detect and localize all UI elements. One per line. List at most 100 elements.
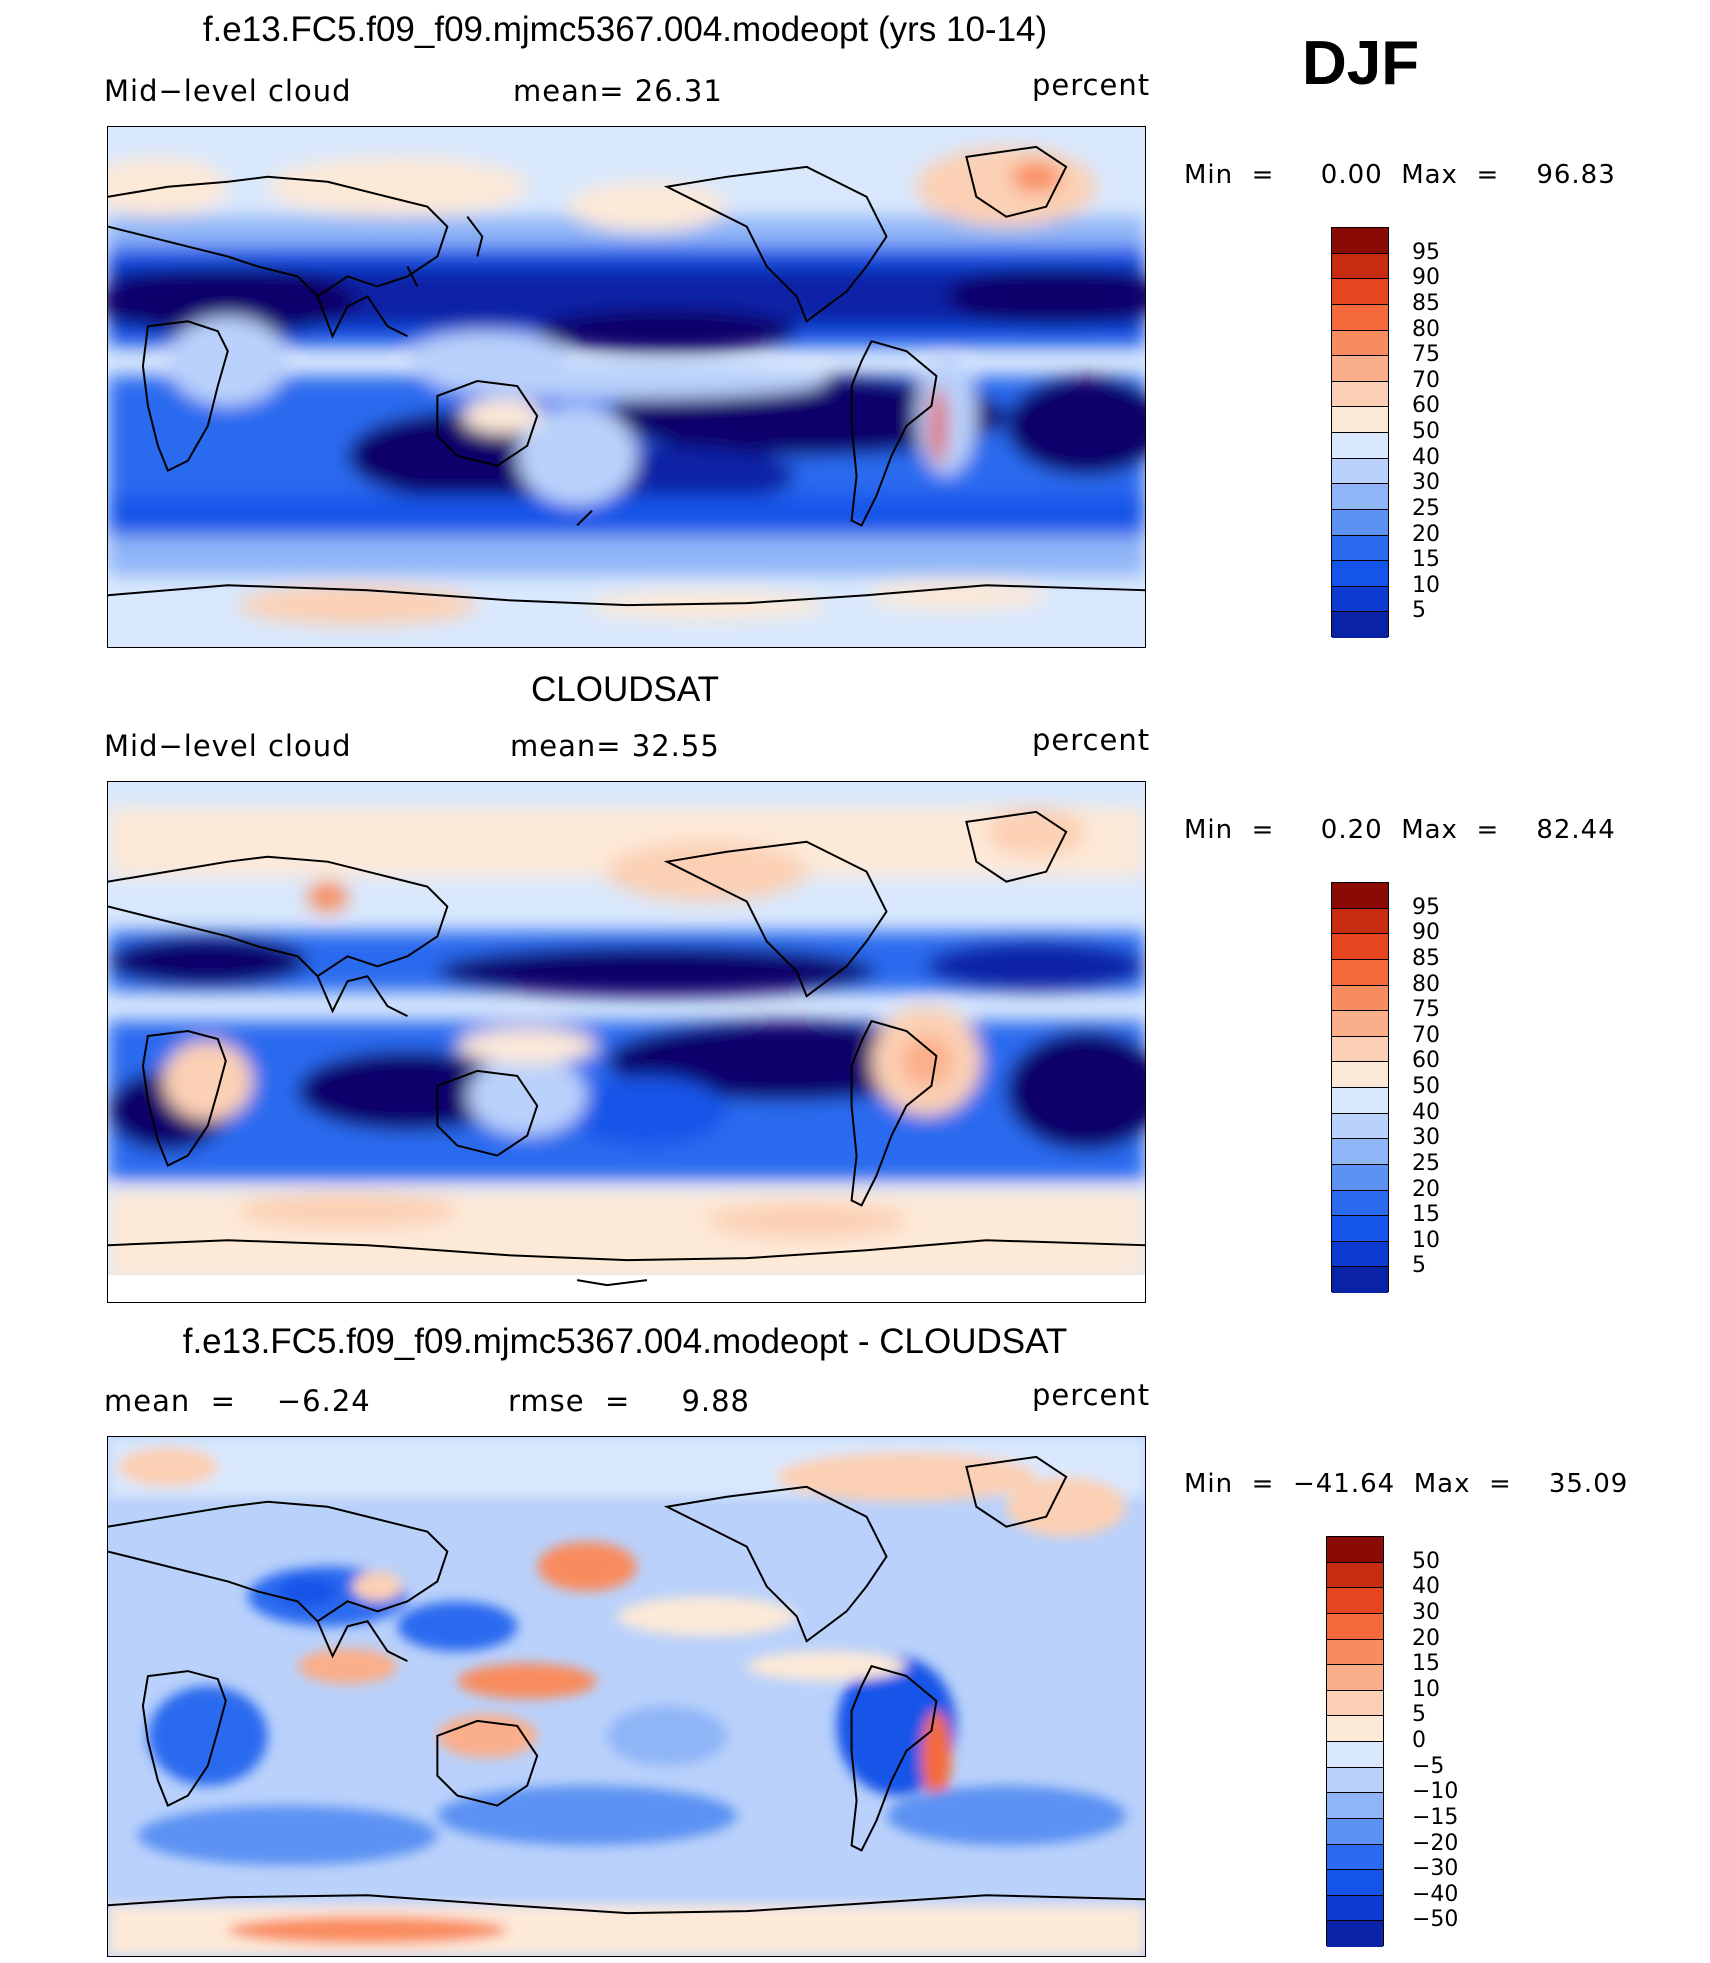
panel-1-mean-label: mean= 26.31: [513, 74, 723, 108]
colorbar-tick-label: 80: [1412, 971, 1440, 997]
colorbar-tick-label: 20: [1412, 521, 1440, 547]
panel-2-title: CLOUDSAT: [531, 670, 719, 709]
panel-2-map: [107, 781, 1146, 1303]
colorbar-swatch: [1332, 509, 1388, 536]
colorbar-tick-label: −50: [1412, 1907, 1459, 1933]
panel-1-map: [107, 126, 1146, 648]
colorbar-tick-label: 30: [1412, 1125, 1440, 1151]
colorbar-swatch: [1332, 934, 1388, 960]
colorbar-tick-label: 40: [1412, 1574, 1440, 1600]
colorbar-swatch: [1332, 1036, 1388, 1063]
colorbar-swatch: [1327, 1537, 1383, 1563]
colorbar-tick-label: 10: [1412, 1676, 1440, 1702]
colorbar-swatch: [1332, 1062, 1388, 1088]
colorbar-tick-label: −30: [1412, 1856, 1459, 1882]
colorbar-swatch: [1327, 1767, 1383, 1794]
colorbar-swatch: [1327, 1895, 1383, 1922]
colorbar-tick-label: 75: [1412, 342, 1440, 368]
panel-2-colorbar: [1331, 882, 1389, 1293]
colorbar-tick-label: 50: [1412, 419, 1440, 444]
panel-1-variable-label: Mid−level cloud: [104, 74, 352, 108]
colorbar-tick-label: 90: [1412, 920, 1440, 946]
colorbar-tick-label: 25: [1412, 495, 1440, 521]
panel-3-minmax: Min = −41.64 Max = 35.09: [1184, 1469, 1629, 1499]
colorbar-swatch: [1332, 1190, 1388, 1217]
colorbar-swatch: [1332, 1267, 1388, 1293]
colorbar-swatch: [1332, 1139, 1388, 1165]
colorbar-swatch: [1332, 484, 1388, 510]
colorbar-tick-label: −40: [1412, 1881, 1459, 1907]
colorbar-swatch: [1332, 908, 1388, 935]
colorbar-swatch: [1332, 959, 1388, 986]
colorbar-swatch: [1332, 1241, 1388, 1268]
panel-2-minmax: Min = 0.20 Max = 82.44: [1184, 815, 1616, 845]
colorbar-swatch: [1332, 330, 1388, 357]
colorbar-swatch: [1332, 279, 1388, 305]
colorbar-tick-label: 0: [1412, 1728, 1426, 1753]
panel-1-colorbar: [1331, 227, 1389, 638]
colorbar-swatch: [1327, 1690, 1383, 1717]
colorbar-swatch: [1327, 1562, 1383, 1589]
panel-3-mean-label: mean = −6.24: [104, 1384, 371, 1418]
colorbar-tick-label: 85: [1412, 290, 1440, 316]
panel-2-contour-fill: [108, 782, 1145, 1302]
panel-3-contour-fill: [108, 1437, 1145, 1956]
panel-1-minmax: Min = 0.00 Max = 96.83: [1184, 160, 1616, 190]
panel-3-map: [107, 1436, 1146, 1957]
colorbar-swatch: [1327, 1588, 1383, 1614]
colorbar-tick-label: 30: [1412, 1599, 1440, 1625]
colorbar-swatch: [1327, 1742, 1383, 1768]
colorbar-tick-label: 90: [1412, 265, 1440, 291]
colorbar-tick-label: −15: [1412, 1804, 1459, 1830]
panel-3-rmse-label: rmse = 9.88: [508, 1384, 751, 1418]
colorbar-tick-label: −5: [1412, 1753, 1445, 1779]
colorbar-tick-label: −10: [1412, 1779, 1459, 1805]
colorbar-swatch: [1332, 253, 1388, 280]
colorbar-tick-label: −20: [1412, 1830, 1459, 1856]
colorbar-tick-label: 25: [1412, 1150, 1440, 1176]
colorbar-tick-label: 5: [1412, 598, 1426, 624]
colorbar-tick-label: 15: [1412, 547, 1440, 573]
colorbar-swatch: [1332, 1164, 1388, 1191]
colorbar-tick-label: 5: [1412, 1253, 1426, 1279]
panel-3-title: f.e13.FC5.f09_f09.mjmc5367.004.modeopt -…: [182, 1322, 1068, 1361]
colorbar-tick-label: 40: [1412, 444, 1440, 470]
colorbar-tick-label: 10: [1412, 572, 1440, 598]
colorbar-swatch: [1327, 1639, 1383, 1666]
colorbar-tick-label: 10: [1412, 1227, 1440, 1253]
season-label: DJF: [1302, 29, 1420, 98]
colorbar-swatch: [1332, 228, 1388, 254]
panel-3-units-label: percent: [1032, 1378, 1151, 1412]
panel-1-coastlines: [108, 145, 1145, 607]
colorbar-tick-label: 50: [1412, 1548, 1440, 1574]
colorbar-tick-label: 15: [1412, 1651, 1440, 1677]
panel-2-variable-label: Mid−level cloud: [104, 729, 352, 763]
colorbar-swatch: [1327, 1921, 1383, 1947]
panel-2-units-label: percent: [1032, 723, 1151, 757]
colorbar-swatch: [1332, 1088, 1388, 1114]
colorbar-swatch: [1332, 304, 1388, 331]
colorbar-tick-label: 30: [1412, 470, 1440, 496]
colorbar-swatch: [1332, 407, 1388, 433]
colorbar-tick-label: 5: [1412, 1702, 1426, 1728]
colorbar-swatch: [1327, 1613, 1383, 1640]
colorbar-swatch: [1332, 1011, 1388, 1037]
colorbar-swatch: [1332, 586, 1388, 613]
colorbar-swatch: [1327, 1844, 1383, 1871]
colorbar-swatch: [1332, 1216, 1388, 1242]
colorbar-tick-label: 15: [1412, 1202, 1440, 1228]
colorbar-swatch: [1327, 1870, 1383, 1896]
panel-2-coastlines: [108, 810, 1145, 1287]
colorbar-tick-label: 60: [1412, 393, 1440, 419]
colorbar-tick-label: 40: [1412, 1099, 1440, 1125]
panel-1-units-label: percent: [1032, 68, 1151, 102]
colorbar-tick-label: 95: [1412, 239, 1440, 265]
colorbar-swatch: [1332, 985, 1388, 1012]
colorbar-tick-label: 50: [1412, 1074, 1440, 1099]
colorbar-tick-label: 60: [1412, 1048, 1440, 1074]
panel-1-title: f.e13.FC5.f09_f09.mjmc5367.004.modeopt (…: [202, 10, 1048, 49]
colorbar-swatch: [1332, 433, 1388, 459]
panel-2-mean-label: mean= 32.55: [510, 729, 720, 763]
colorbar-swatch: [1332, 1113, 1388, 1140]
colorbar-swatch: [1332, 612, 1388, 638]
